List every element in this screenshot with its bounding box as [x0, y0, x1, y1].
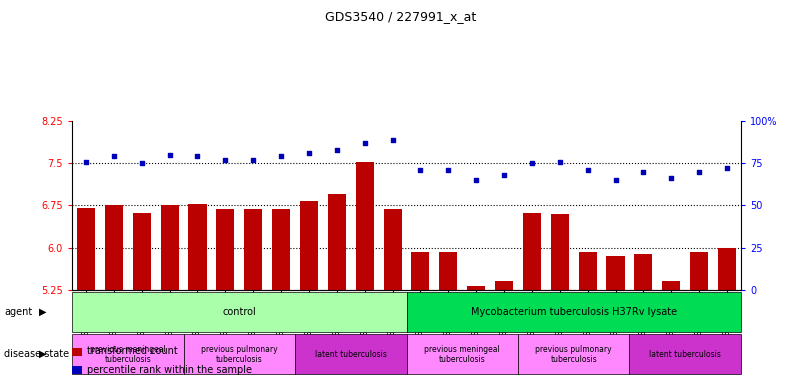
Bar [439, 252, 457, 290]
Point [414, 167, 427, 173]
Point [497, 172, 510, 178]
Text: latent tuberculosis: latent tuberculosis [650, 350, 721, 359]
Point [247, 157, 260, 163]
Bar [384, 209, 401, 290]
Point [637, 169, 650, 175]
Text: control: control [223, 307, 256, 317]
Text: Mycobacterium tuberculosis H37Rv lysate: Mycobacterium tuberculosis H37Rv lysate [471, 307, 677, 317]
Bar [77, 208, 95, 290]
Bar [133, 213, 151, 290]
Text: disease state: disease state [4, 349, 69, 359]
Text: latent tuberculosis: latent tuberculosis [315, 350, 387, 359]
Bar [300, 202, 318, 290]
Point [386, 136, 399, 142]
Point [219, 157, 231, 163]
Bar [662, 281, 680, 290]
Point [135, 160, 148, 166]
Text: ▶: ▶ [38, 307, 46, 317]
Bar [718, 248, 736, 290]
Point [163, 152, 176, 158]
Point [442, 167, 455, 173]
Point [358, 140, 371, 146]
Point [331, 147, 344, 153]
Point [693, 169, 706, 175]
Text: transformed count: transformed count [87, 346, 177, 356]
Bar [523, 213, 541, 290]
Bar [105, 205, 123, 290]
Text: previous meningeal
tuberculosis: previous meningeal tuberculosis [90, 344, 166, 364]
Bar [551, 214, 569, 290]
Bar [244, 209, 262, 290]
Point [553, 159, 566, 165]
Text: percentile rank within the sample: percentile rank within the sample [87, 365, 252, 375]
Bar [495, 281, 513, 290]
Bar [188, 204, 207, 290]
Point [79, 159, 92, 165]
Point [665, 175, 678, 182]
Point [721, 165, 734, 171]
Bar [356, 162, 374, 290]
Bar [328, 194, 346, 290]
Point [303, 150, 316, 156]
Point [107, 153, 120, 159]
Point [582, 167, 594, 173]
Bar [606, 256, 625, 290]
Point [525, 160, 538, 166]
Bar [412, 252, 429, 290]
Text: agent: agent [4, 307, 32, 317]
Bar [467, 286, 485, 290]
Text: previous pulmonary
tuberculosis: previous pulmonary tuberculosis [201, 344, 278, 364]
Bar [160, 205, 179, 290]
Bar [272, 209, 290, 290]
Bar [634, 255, 653, 290]
Bar [690, 252, 708, 290]
Point [191, 153, 204, 159]
Bar [578, 252, 597, 290]
Text: previous pulmonary
tuberculosis: previous pulmonary tuberculosis [535, 344, 612, 364]
Point [469, 177, 482, 183]
Point [275, 153, 288, 159]
Text: ▶: ▶ [38, 349, 46, 359]
Text: GDS3540 / 227991_x_at: GDS3540 / 227991_x_at [325, 10, 476, 23]
Text: previous meningeal
tuberculosis: previous meningeal tuberculosis [425, 344, 500, 364]
Point [609, 177, 622, 183]
Bar [216, 209, 235, 290]
